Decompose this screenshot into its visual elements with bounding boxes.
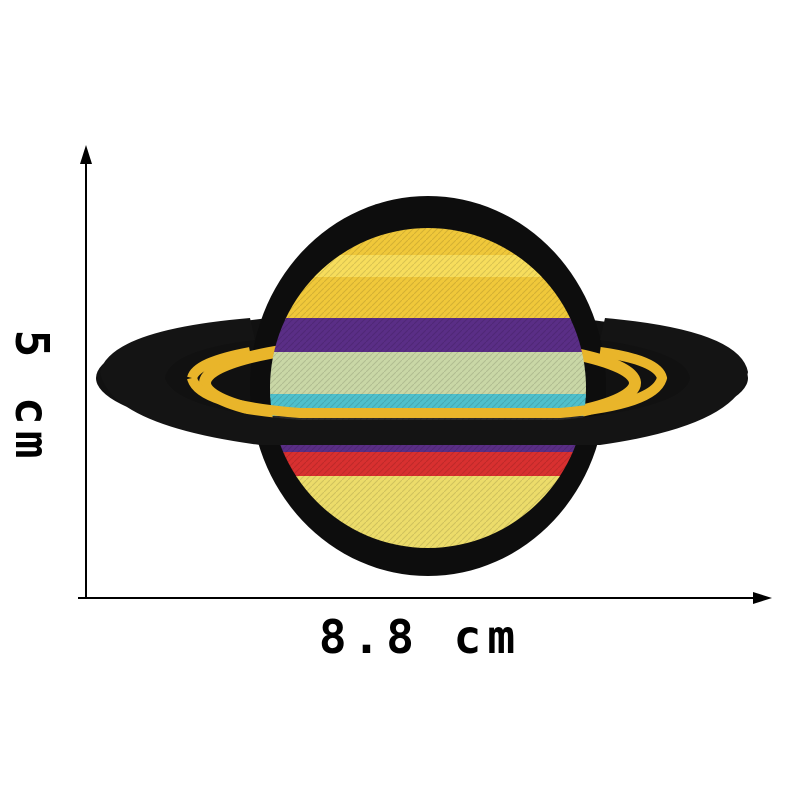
ring-front-yellow bbox=[187, 347, 668, 418]
ring-front bbox=[100, 318, 748, 445]
height-dimension-label: 5 cm bbox=[5, 329, 59, 465]
width-dimension-label: 8.8 cm bbox=[318, 610, 522, 664]
vertical-axis-arrow-icon bbox=[80, 145, 92, 164]
horizontal-axis-arrow-icon bbox=[753, 592, 772, 604]
